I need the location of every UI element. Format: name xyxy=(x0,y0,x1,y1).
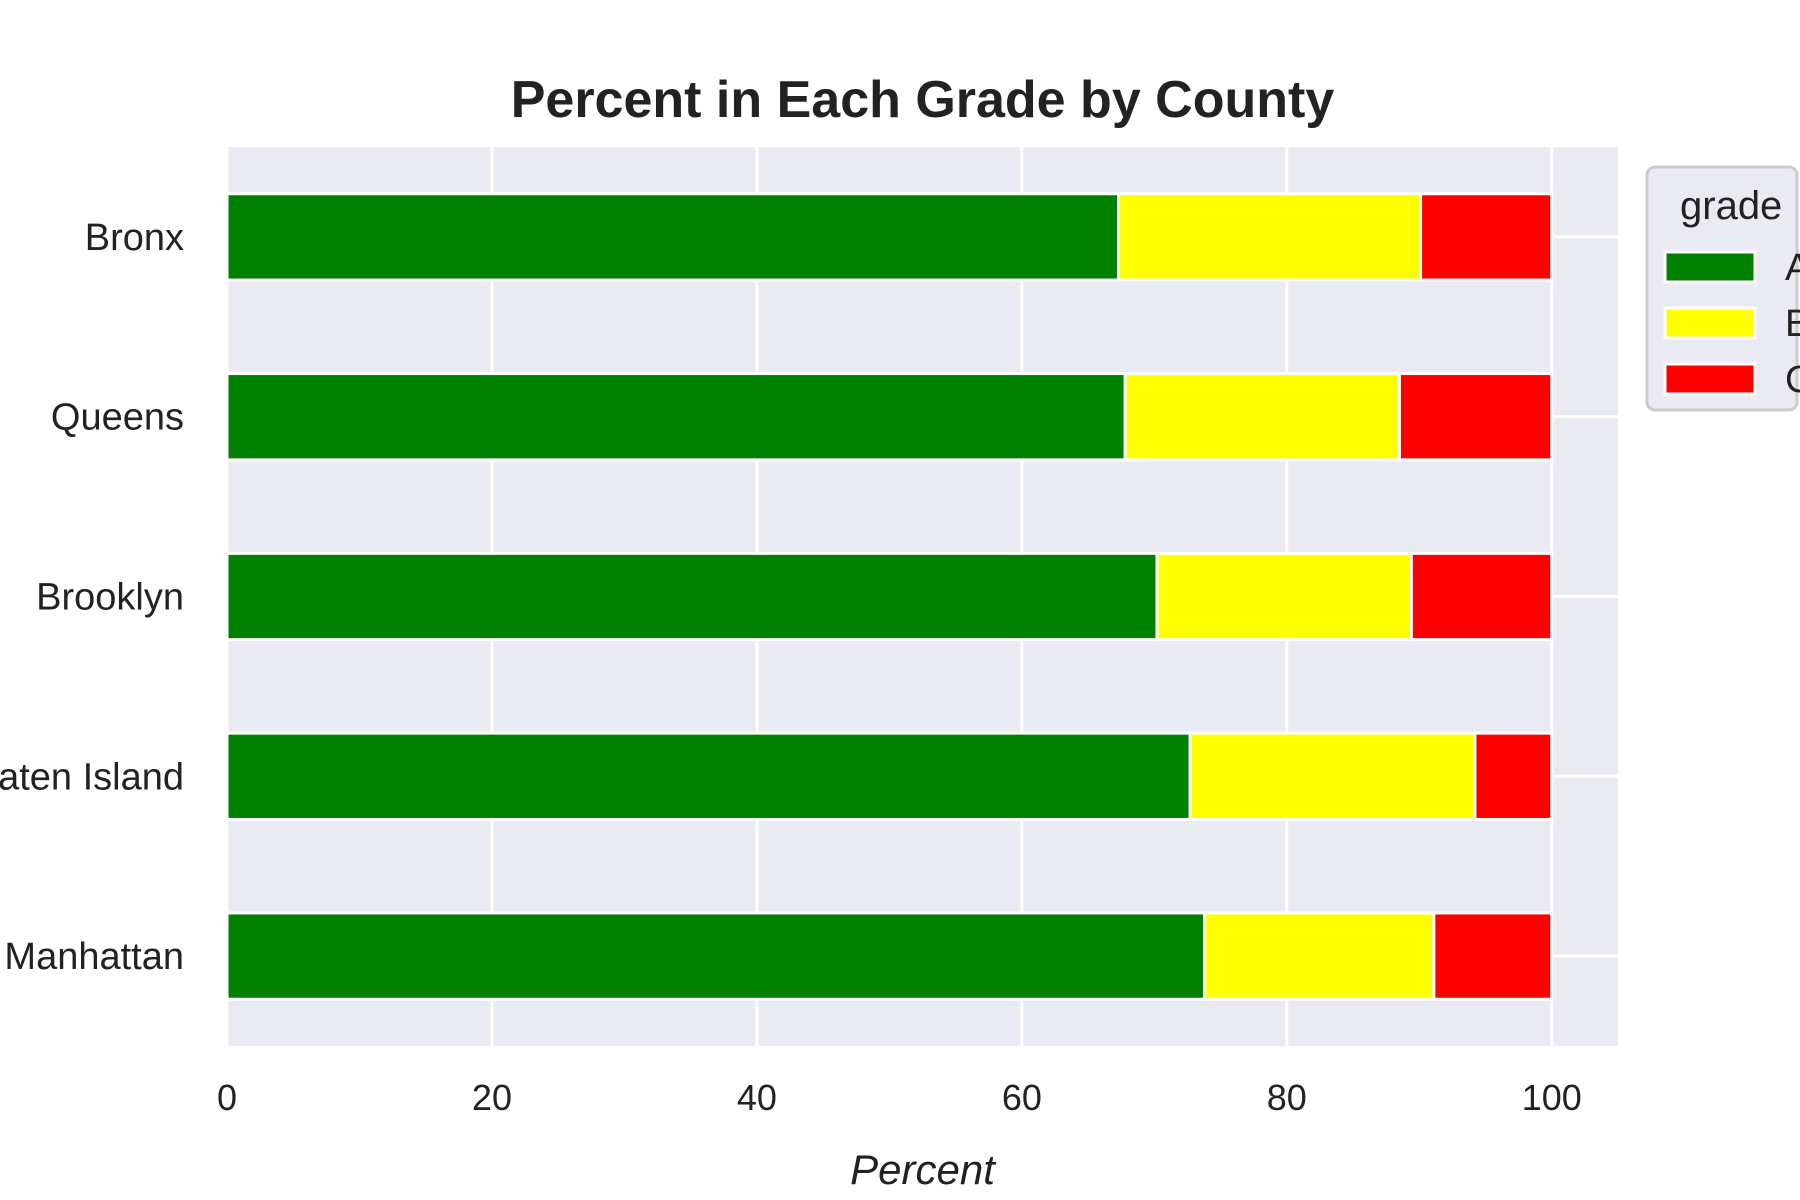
bars xyxy=(225,192,1554,1001)
y-tick-label: Staten Island xyxy=(0,756,184,798)
x-tick-label: 0 xyxy=(217,1077,237,1118)
y-tick-label: Manhattan xyxy=(4,936,184,978)
x-axis-label: Percent xyxy=(850,1146,997,1193)
bar-a-bronx xyxy=(225,192,1121,282)
legend-swatch-a xyxy=(1663,250,1757,284)
legend-title: grade xyxy=(1680,184,1782,228)
chart-title: Percent in Each Grade by County xyxy=(511,71,1335,129)
y-tick-label: Bronx xyxy=(85,217,184,259)
legend-swatch-b xyxy=(1663,306,1757,340)
legend-swatch-c xyxy=(1663,362,1757,396)
legend-box xyxy=(1645,165,1799,412)
bar-b-brooklyn xyxy=(1155,551,1413,642)
bar-c-bronx xyxy=(1419,192,1554,282)
y-tick-label: Queens xyxy=(51,397,184,439)
legend-label-c: C xyxy=(1785,359,1800,401)
x-tick-label: 40 xyxy=(737,1077,777,1118)
bar-c-staten-island xyxy=(1473,731,1554,821)
legend-label-b: B xyxy=(1785,303,1800,345)
bar-b-bronx xyxy=(1117,192,1423,282)
bar-a-staten-island xyxy=(225,731,1192,821)
x-tick-labels: 0 20 40 60 80 100 xyxy=(217,1077,1582,1118)
bar-c-brooklyn xyxy=(1409,551,1554,642)
x-tick-label: 80 xyxy=(1267,1077,1307,1118)
bar-a-queens xyxy=(225,372,1127,462)
bar-c-manhattan xyxy=(1432,911,1554,1001)
legend: grade ABC xyxy=(1645,165,1800,412)
bar-a-brooklyn xyxy=(225,551,1159,642)
bar-b-queens xyxy=(1123,372,1401,462)
bar-a-manhattan xyxy=(225,911,1207,1001)
y-tick-label: Brooklyn xyxy=(36,577,184,619)
x-tick-label: 60 xyxy=(1002,1077,1042,1118)
x-tick-label: 20 xyxy=(472,1077,512,1118)
bar-b-staten-island xyxy=(1188,731,1477,821)
x-tick-label: 100 xyxy=(1522,1077,1582,1118)
y-tick-labels: Bronx Queens Brooklyn Staten Island Manhatta… xyxy=(0,217,184,978)
legend-label-a: A xyxy=(1785,247,1800,289)
bar-b-manhattan xyxy=(1203,911,1436,1001)
bar-c-queens xyxy=(1397,372,1554,462)
